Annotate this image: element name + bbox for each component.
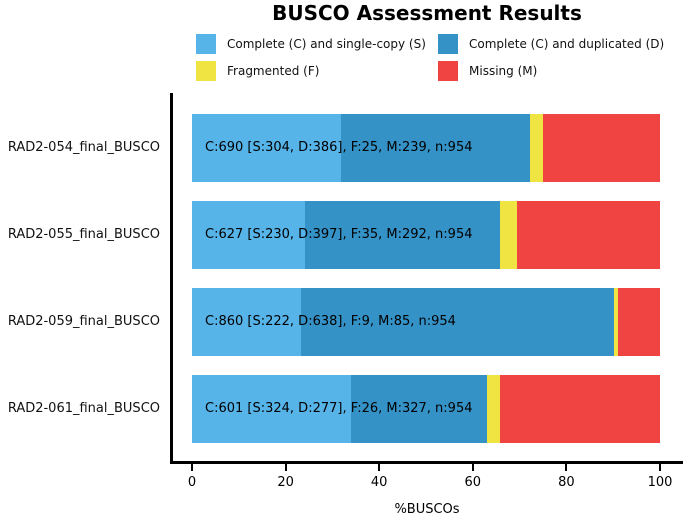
bar-segment bbox=[192, 114, 342, 182]
x-axis-tick bbox=[378, 464, 381, 471]
x-axis-label: %BUSCOs bbox=[394, 502, 460, 517]
bar-segment bbox=[499, 375, 660, 443]
x-axis-tick-label: 20 bbox=[277, 475, 294, 490]
category-label: RAD2-055_final_BUSCO bbox=[7, 227, 160, 242]
bar-segment bbox=[499, 201, 517, 269]
y-axis-spine bbox=[170, 93, 173, 464]
legend-item-missing: Missing (M) bbox=[438, 61, 664, 81]
bar-segment bbox=[618, 288, 660, 356]
x-axis-tick bbox=[565, 464, 568, 471]
x-axis-tick-label: 100 bbox=[647, 475, 673, 490]
category-label: RAD2-054_final_BUSCO bbox=[7, 140, 160, 155]
bar-value-label: C:860 [S:222, D:638], F:9, M:85, n:954 bbox=[205, 314, 456, 329]
bar-segment bbox=[341, 114, 531, 182]
bar-segment bbox=[192, 288, 301, 356]
bar-segment bbox=[613, 288, 619, 356]
x-axis-tick bbox=[659, 464, 661, 471]
bar-segment bbox=[304, 201, 500, 269]
bar-segment bbox=[486, 375, 500, 443]
bar-segment bbox=[542, 114, 660, 182]
bar-value-label: C:601 [S:324, D:277], F:26, M:327, n:954 bbox=[205, 401, 473, 416]
x-axis-tick-label: 60 bbox=[464, 475, 482, 490]
legend-swatch-icon bbox=[196, 34, 216, 54]
stacked-bar bbox=[192, 375, 660, 443]
x-axis-tick bbox=[191, 464, 193, 471]
category-label: RAD2-061_final_BUSCO bbox=[7, 401, 160, 416]
bar-value-label: C:627 [S:230, D:397], F:35, M:292, n:954 bbox=[205, 227, 473, 242]
legend-label: Complete (C) and duplicated (D) bbox=[469, 37, 665, 51]
bar-segment bbox=[300, 288, 614, 356]
legend: Complete (C) and single-copy (S) Complete… bbox=[196, 34, 664, 81]
legend-swatch-icon bbox=[438, 34, 458, 54]
bar-segment bbox=[192, 375, 351, 443]
legend-item-complete-single-copy: Complete (C) and single-copy (S) bbox=[196, 34, 438, 54]
stacked-bar bbox=[192, 114, 660, 182]
chart-title: BUSCO Assessment Results bbox=[272, 1, 582, 25]
legend-item-fragmented: Fragmented (F) bbox=[196, 61, 438, 81]
bar-segment bbox=[516, 201, 660, 269]
x-axis-tick-label: 40 bbox=[370, 475, 388, 490]
x-axis-tick bbox=[471, 464, 474, 471]
bar-segment bbox=[530, 114, 543, 182]
bar-segment bbox=[192, 201, 305, 269]
category-label: RAD2-059_final_BUSCO bbox=[7, 314, 160, 329]
legend-item-complete-duplicated: Complete (C) and duplicated (D) bbox=[438, 34, 664, 54]
x-axis-tick-label: 0 bbox=[187, 475, 197, 490]
stacked-bar bbox=[192, 201, 660, 269]
stacked-bar bbox=[192, 288, 660, 356]
x-axis-tick bbox=[284, 464, 287, 471]
bar-value-label: C:690 [S:304, D:386], F:25, M:239, n:954 bbox=[205, 140, 473, 155]
legend-swatch-icon bbox=[438, 61, 458, 81]
x-axis-spine bbox=[170, 461, 683, 464]
legend-swatch-icon bbox=[196, 61, 216, 81]
x-axis-tick-label: 80 bbox=[558, 475, 575, 490]
legend-label: Complete (C) and single-copy (S) bbox=[227, 37, 426, 51]
legend-label: Missing (M) bbox=[469, 64, 538, 78]
legend-label: Fragmented (F) bbox=[227, 64, 320, 78]
bar-segment bbox=[350, 375, 487, 443]
